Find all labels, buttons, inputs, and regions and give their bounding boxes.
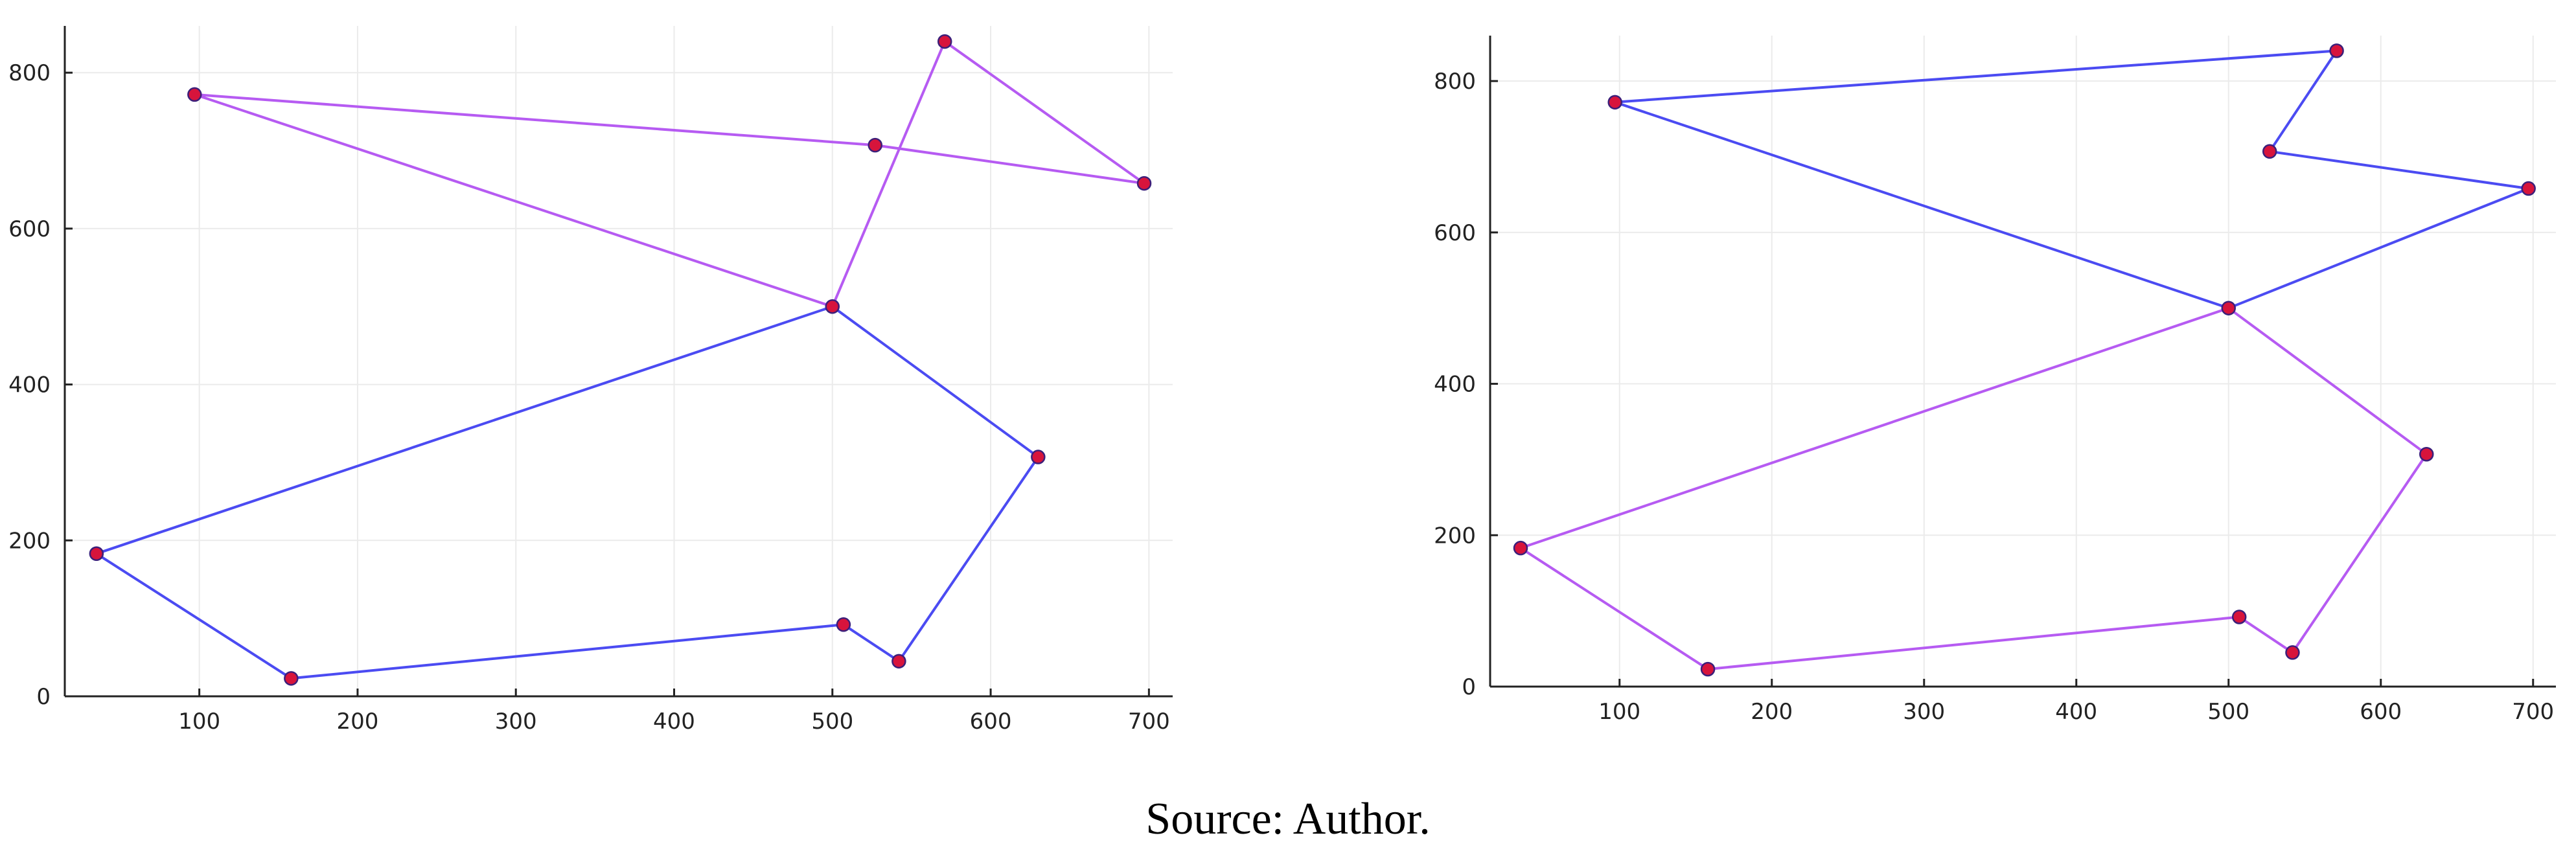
x-tick-label: 400: [653, 709, 695, 735]
city-point: [2221, 301, 2236, 315]
city-point: [89, 546, 104, 562]
left-chart: 100 200 300 400 500 600 700 0 200 400 600 800: [8, 26, 1173, 735]
x-tick-label: 300: [495, 709, 537, 735]
city-point: [891, 654, 906, 669]
city-point: [1513, 540, 1528, 556]
x-tick-label: 400: [2055, 699, 2097, 725]
x-tick-label: 600: [2360, 699, 2402, 725]
city-point: [1700, 661, 1716, 677]
y-tick-label: 0: [1462, 674, 1476, 700]
x-tick-label: 500: [2207, 699, 2249, 725]
x-tick-label: 700: [2512, 699, 2554, 725]
y-tick-label: 800: [1434, 69, 1476, 95]
right-chart: 100 200 300 400 500 600 700 0 200 400 600 800: [1434, 36, 2556, 725]
city-point: [2419, 446, 2434, 462]
y-tick-label: 600: [8, 216, 51, 242]
city-point: [825, 299, 840, 314]
y-tick-label: 600: [1434, 220, 1476, 246]
city-point: [1136, 176, 1152, 191]
city-point: [2521, 181, 2536, 196]
x-tick-label: 200: [336, 709, 378, 735]
city-point: [1607, 95, 1622, 110]
route-series-1: [95, 305, 1040, 680]
route-series-2: [193, 40, 1145, 308]
x-tick-label: 500: [811, 709, 853, 735]
x-tick-label: 600: [970, 709, 1012, 735]
x-tick-label: 700: [1128, 709, 1170, 735]
x-tick-label: 100: [178, 709, 220, 735]
city-point: [836, 617, 851, 632]
city-point: [1031, 450, 1046, 464]
route-series-2: [1519, 306, 2428, 671]
x-tick-label: 100: [1598, 699, 1640, 725]
city-point: [868, 137, 882, 153]
city-point: [2329, 43, 2344, 58]
y-tick-label: 200: [1434, 523, 1476, 549]
y-tick-label: 800: [8, 60, 51, 86]
city-point: [2285, 645, 2300, 660]
route-series-1: [1613, 49, 2530, 310]
city-point: [2262, 144, 2277, 159]
y-tick-label: 400: [1434, 372, 1476, 398]
figure-caption: Source: Author.: [1145, 794, 1431, 844]
x-tick-label: 200: [1751, 699, 1793, 725]
y-tick-label: 200: [8, 528, 51, 554]
city-point: [187, 87, 202, 102]
city-point: [284, 671, 299, 686]
y-tick-label: 400: [8, 372, 51, 398]
y-tick-label: 0: [36, 684, 51, 710]
city-point: [2231, 610, 2247, 624]
x-tick-label: 300: [1903, 699, 1945, 725]
city-point: [937, 34, 952, 49]
